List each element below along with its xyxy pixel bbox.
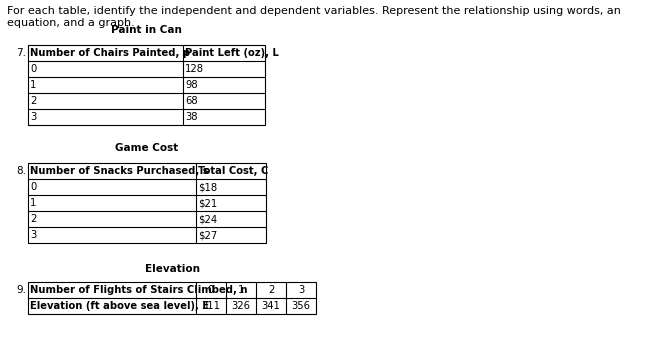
Text: Paint in Can: Paint in Can: [111, 25, 182, 35]
Text: $21: $21: [198, 198, 217, 208]
Text: 98: 98: [185, 80, 198, 90]
Text: 8.: 8.: [16, 166, 26, 176]
Text: 9.: 9.: [16, 285, 26, 295]
Text: 3: 3: [30, 230, 36, 240]
Text: 0: 0: [30, 64, 36, 74]
Text: 1: 1: [30, 80, 36, 90]
Text: $18: $18: [198, 182, 217, 192]
Text: $27: $27: [198, 230, 217, 240]
Text: Elevation (ft above sea level), E: Elevation (ft above sea level), E: [30, 301, 209, 311]
Text: Number of Flights of Stairs Climbed, n: Number of Flights of Stairs Climbed, n: [30, 285, 247, 295]
Text: 38: 38: [185, 112, 197, 122]
Text: 356: 356: [291, 301, 310, 311]
Text: 2: 2: [268, 285, 274, 295]
Text: Game Cost: Game Cost: [116, 143, 178, 153]
Text: 7.: 7.: [16, 48, 26, 58]
Text: 3: 3: [298, 285, 304, 295]
Text: Total Cost, C: Total Cost, C: [198, 166, 269, 176]
Text: Paint Left (oz), L: Paint Left (oz), L: [185, 48, 279, 58]
Text: 1: 1: [30, 198, 36, 208]
Text: 128: 128: [185, 64, 204, 74]
Text: 0: 0: [208, 285, 214, 295]
Text: $24: $24: [198, 214, 217, 224]
Text: Number of Chairs Painted, p: Number of Chairs Painted, p: [30, 48, 190, 58]
Text: 311: 311: [201, 301, 221, 311]
Text: 2: 2: [30, 214, 36, 224]
Text: 0: 0: [30, 182, 36, 192]
Text: 1: 1: [238, 285, 244, 295]
Text: 68: 68: [185, 96, 198, 106]
Text: 326: 326: [232, 301, 251, 311]
Text: 341: 341: [262, 301, 280, 311]
Text: equation, and a graph.: equation, and a graph.: [7, 18, 135, 28]
Text: For each table, identify the independent and dependent variables. Represent the : For each table, identify the independent…: [7, 6, 621, 16]
Bar: [28, 163, 266, 243]
Text: Number of Snacks Purchased, s: Number of Snacks Purchased, s: [30, 166, 208, 176]
Bar: [28, 282, 316, 314]
Text: 2: 2: [30, 96, 36, 106]
Text: 3: 3: [30, 112, 36, 122]
Bar: [28, 45, 265, 125]
Text: Elevation: Elevation: [145, 264, 199, 274]
